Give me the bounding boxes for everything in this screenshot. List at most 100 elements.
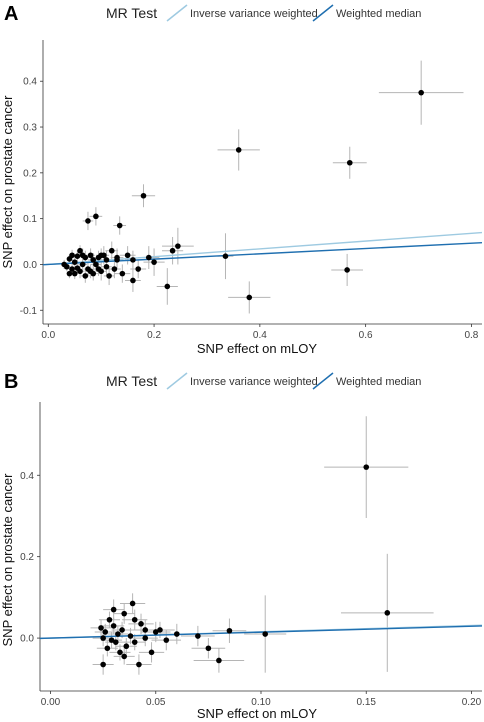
panel-b-data-point <box>100 661 106 668</box>
panel-a-data-point <box>114 254 120 261</box>
panel-b-legend-key-wm <box>312 372 334 390</box>
panel-a-data-point <box>108 247 115 254</box>
panel-a: A MR Test Inverse variance weighted Weig… <box>0 3 482 356</box>
panel-b-data-point <box>110 606 117 613</box>
panel-b-data-point <box>104 645 111 652</box>
panel-b-data-point <box>129 600 136 607</box>
panel-b-data-point <box>142 627 149 633</box>
panel-b-y-tick-label: 0.4 <box>20 471 34 482</box>
panel-b-data-point <box>115 631 121 637</box>
panel-b-data-point <box>262 631 269 637</box>
panel-a-data-point <box>418 89 424 96</box>
panel-b-x-tick-label: 0.05 <box>146 697 166 708</box>
panel-b-data-point <box>384 610 391 616</box>
panel-a-legend: MR Test Inverse variance weighted Weight… <box>106 4 421 22</box>
panel-a-y-tick-label: 0.3 <box>23 123 37 134</box>
panel-a-data-point <box>66 270 73 277</box>
panel-a-x-tick-label: 0.6 <box>359 330 373 341</box>
panel-b-data-point <box>110 623 117 629</box>
panel-a-data-point <box>69 252 75 259</box>
panel-a-data-point <box>87 252 94 259</box>
panel-a-data-point <box>151 259 157 265</box>
panel-b: B MR Test Inverse variance weighted Weig… <box>0 371 482 721</box>
panel-b-data-point <box>98 625 104 631</box>
panel-a-y-tick-label: 0.2 <box>23 168 37 179</box>
panel-a-data-point <box>164 283 171 290</box>
panel-a-weighted-median-line <box>43 241 482 266</box>
panel-a-data-point <box>222 253 229 260</box>
panel-b-data-point <box>148 649 155 656</box>
panel-b-x-tick-label: 0.10 <box>251 697 271 708</box>
panel-a-data-point <box>135 266 142 272</box>
panel-a-data-point <box>79 252 86 259</box>
panel-a-data-point <box>116 222 123 229</box>
panel-b-data-point <box>121 610 127 617</box>
panel-a-data-point <box>235 147 242 153</box>
panel-b-weighted-median-line <box>40 625 482 640</box>
panel-b-data-point <box>226 627 233 634</box>
panel-a-data-point <box>79 261 86 268</box>
panel-b-data-point <box>142 635 149 641</box>
panel-a-legend-label-wm: Weighted median <box>336 8 421 20</box>
panel-a-legend-key-wm <box>312 4 334 22</box>
panel-b-data-point <box>131 616 138 623</box>
panel-a-data-point <box>119 270 126 277</box>
panel-b-data-point <box>123 643 130 650</box>
panel-b-legend-title: MR Test <box>106 373 157 389</box>
panel-b-x-tick-label: 0.20 <box>462 697 482 708</box>
panel-a-data-point <box>344 267 350 273</box>
panel-a-data-point <box>95 266 102 272</box>
panel-b-y-tick-label: 0.0 <box>20 634 34 645</box>
panel-a-y-tick-label: 0.1 <box>23 214 37 225</box>
panel-a-x-tick-label: 0.4 <box>253 330 267 341</box>
panel-b-data-point <box>205 645 212 652</box>
panel-a-data-point <box>82 273 89 279</box>
panel-a-legend-title: MR Test <box>106 5 157 21</box>
panel-b-data-point <box>108 637 115 643</box>
panel-a-data-point <box>346 159 353 166</box>
panel-b-letter: B <box>4 371 18 393</box>
panel-b-data-point <box>112 639 119 645</box>
panel-b-data-point <box>195 633 201 639</box>
panel-a-data-point <box>130 257 136 263</box>
panel-a-legend-label-ivw: Inverse variance weighted <box>190 8 318 20</box>
panel-b-data-point <box>100 635 106 641</box>
panel-b-x-axis-title: SNP effect on mLOY <box>197 706 318 721</box>
panel-a-data-point <box>61 261 67 268</box>
panel-b-y-axis-title: SNP effect on prostate cancer <box>0 473 15 647</box>
panel-a-y-tick-label: 0.4 <box>23 77 37 88</box>
panel-a-data-point <box>169 247 176 254</box>
panel-a-data-point <box>175 243 181 249</box>
panel-a-data-point <box>246 294 253 301</box>
panel-a-data-point <box>111 266 118 272</box>
panel-b-x-tick-label: 0.15 <box>357 697 377 708</box>
panel-a-data-point <box>140 192 147 199</box>
panel-a-data-point <box>93 261 99 268</box>
panel-a-data-point <box>145 254 152 261</box>
panel-a-data-point <box>98 252 104 259</box>
panel-a-data-point <box>74 253 81 260</box>
panel-b-data-point <box>119 627 125 633</box>
panel-a-data-point <box>130 277 136 284</box>
panel-a-x-axis-title: SNP effect on mLOY <box>197 341 318 356</box>
panel-a-letter: A <box>4 3 18 25</box>
panel-b-data-point <box>136 661 142 668</box>
panel-a-data-point <box>71 259 78 265</box>
panel-a-data-point <box>69 266 75 272</box>
panel-b-data-point <box>102 629 109 635</box>
panel-b-legend-label-ivw: Inverse variance weighted <box>190 376 318 388</box>
panel-b-data-point <box>138 621 144 627</box>
panel-a-x-tick-label: 0.0 <box>41 330 55 341</box>
panel-a-legend-key-ivw <box>166 4 188 22</box>
panel-a-data-point <box>87 268 94 275</box>
panel-b-legend-label-wm: Weighted median <box>336 376 421 388</box>
panel-b-data-point <box>127 633 134 639</box>
panel-a-data-point <box>106 273 112 279</box>
panel-a-data-point <box>93 213 99 220</box>
panel-b-data-point <box>131 639 138 645</box>
panel-a-y-tick-label: -0.1 <box>20 306 38 317</box>
panel-b-data-point <box>157 627 163 633</box>
panel-b-data-point <box>174 631 180 637</box>
panel-a-data-point <box>74 265 81 271</box>
